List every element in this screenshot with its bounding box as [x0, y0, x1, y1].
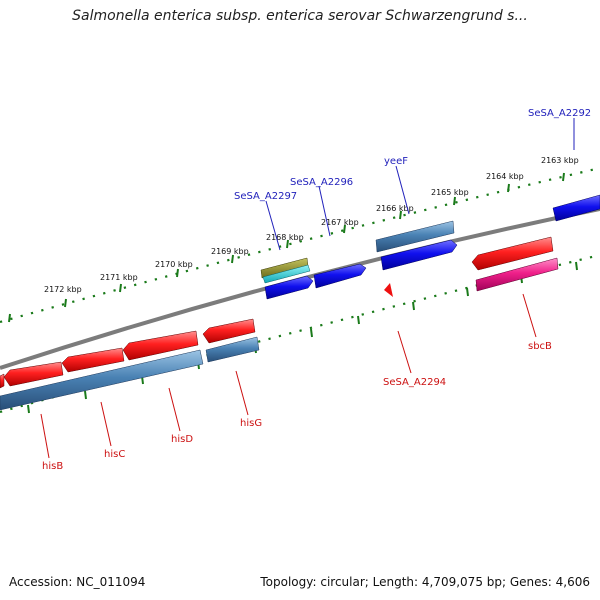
ruler-tick: [575, 261, 578, 271]
gene-label-sesa-a2292[interactable]: SeSA_A2292: [528, 108, 591, 119]
leader-line-sbcb: [522, 293, 537, 338]
ruler-tick: [84, 390, 87, 400]
ruler-tick: [343, 224, 346, 234]
tick-label: 2170 kbp: [155, 260, 193, 269]
ruler-tick: [64, 298, 67, 308]
ruler-tick: [8, 313, 11, 323]
accession-label: Accession: NC_011094: [9, 575, 146, 589]
gene-label-hisd[interactable]: hisD: [171, 434, 193, 445]
tick-label: 2171 kbp: [100, 273, 138, 282]
gene-sesa-a2292-feature[interactable]: [552, 194, 600, 222]
tick-label: 2169 kbp: [211, 247, 249, 256]
gene-red-feature-6[interactable]: [202, 318, 256, 344]
ruler-tick: [562, 172, 565, 182]
gene-sbcb-feature[interactable]: [475, 257, 559, 292]
gene-label-hisg[interactable]: hisG: [240, 418, 262, 429]
leader-line-sesa-a2296: [318, 185, 331, 237]
gene-sesa-a2296-feature[interactable]: [313, 263, 367, 289]
tick-label: 2167 kbp: [321, 218, 359, 227]
leader-line-hisd: [168, 387, 181, 432]
ruler-tick: [231, 254, 234, 264]
tick-label: 2164 kbp: [486, 172, 524, 181]
forward-strand-features: [260, 194, 600, 300]
leader-line-hisg: [235, 370, 249, 416]
gene-sbcb-red-feature[interactable]: [471, 236, 554, 271]
genome-summary: Topology: circular; Length: 4,709,075 bp…: [260, 575, 590, 589]
ruler-tick: [119, 283, 122, 293]
gene-hisg-feature[interactable]: [205, 336, 260, 363]
leader-line-hisc: [100, 401, 112, 447]
ruler-tick: [286, 239, 289, 249]
gene-red-feature-2[interactable]: [0, 373, 5, 389]
gene-red-feature-5[interactable]: [122, 330, 199, 361]
leader-line-yeef: [395, 165, 410, 215]
ruler-tick: [412, 301, 415, 311]
gene-label-sbcb[interactable]: sbcB: [528, 341, 552, 352]
ruler-tick: [466, 287, 469, 297]
gene-hisd-feature[interactable]: [0, 349, 204, 411]
gene-yeef-feature[interactable]: [380, 239, 458, 271]
label-leaders: [40, 118, 575, 459]
gene-sesa-a2297-cyan-feature[interactable]: [262, 264, 311, 284]
ruler-tick: [507, 183, 510, 193]
ruler-tick: [399, 210, 402, 220]
leader-line-hisb: [40, 413, 50, 459]
tick-label: 2165 kbp: [431, 188, 469, 197]
gene-label-sesa-a2296[interactable]: SeSA_A2296: [290, 177, 353, 188]
gene-red-feature-4[interactable]: [61, 347, 125, 373]
gene-sesa-a2292-upper-feature[interactable]: [375, 220, 455, 253]
ruler-tick: [27, 404, 30, 414]
gene-labels: SeSA_A2292 yeeF SeSA_A2296 SeSA_A2297 hi…: [42, 108, 591, 472]
tick-label: 2163 kbp: [541, 156, 579, 165]
gene-red-feature-3[interactable]: [3, 361, 64, 387]
ruler-tick: [310, 328, 313, 338]
ruler-tick: [453, 196, 456, 206]
tick-label: 2166 kbp: [376, 204, 414, 213]
leader-line-sesa-a2297: [265, 200, 281, 251]
tick-label: 2168 kbp: [266, 233, 304, 242]
upper-ruler: 2163 kbp 2164 kbp 2165 kbp 2166 kbp 2167…: [0, 156, 600, 324]
leader-line-sesa-a2294: [397, 330, 412, 374]
ruler-tick: [357, 315, 360, 325]
genome-title: Salmonella enterica subsp. enterica sero…: [72, 8, 528, 24]
gene-label-sesa-a2297[interactable]: SeSA_A2297: [234, 191, 297, 202]
gene-label-hisc[interactable]: hisC: [104, 449, 125, 460]
gene-label-yeef[interactable]: yeeF: [384, 156, 408, 167]
tick-label: 2172 kbp: [44, 285, 82, 294]
gene-sesa-a2294-feature[interactable]: [384, 283, 393, 297]
reverse-strand-features: [0, 236, 559, 411]
gene-label-hisb[interactable]: hisB: [42, 461, 63, 472]
gene-sesa-a2297-feature[interactable]: [264, 275, 314, 300]
ruler-tick: [176, 268, 179, 278]
gene-label-sesa-a2294[interactable]: SeSA_A2294: [383, 377, 446, 388]
